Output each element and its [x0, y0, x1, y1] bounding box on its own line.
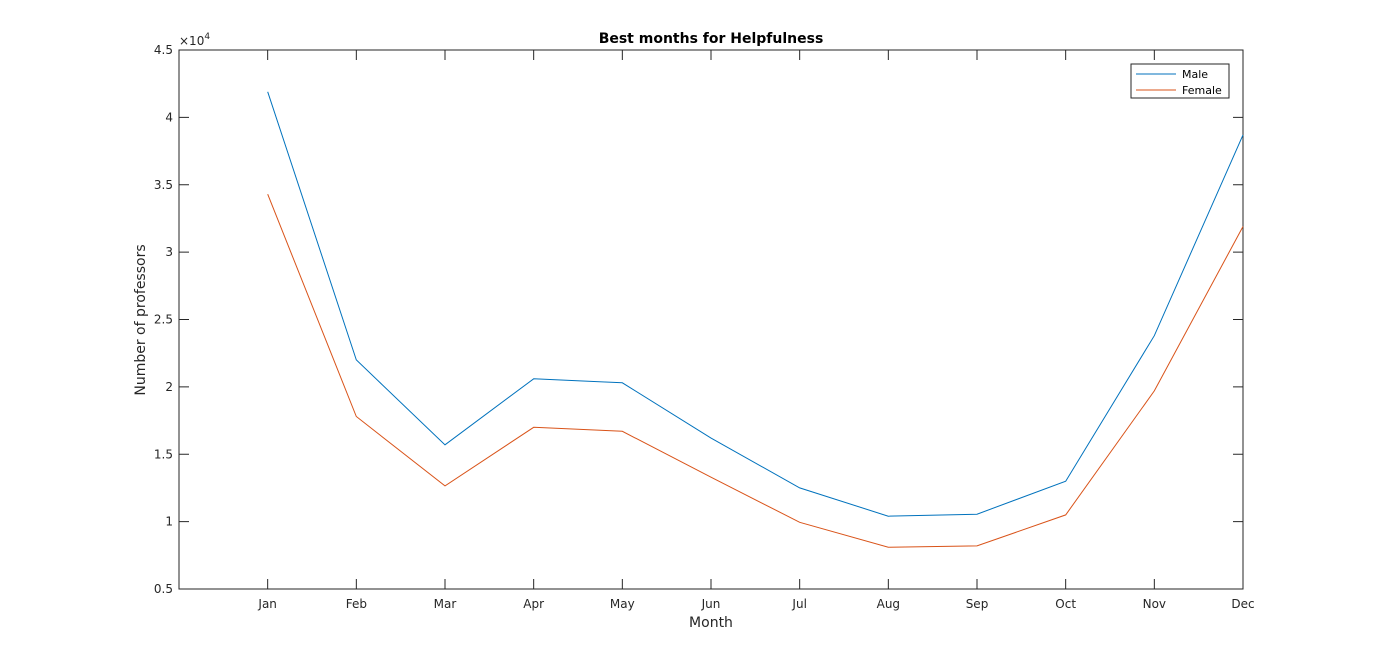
series-line-female [267, 194, 1244, 548]
x-axis-title: Month [689, 615, 733, 631]
y-exponent-power: 4 [204, 32, 210, 42]
y-exponent-base: ×10 [179, 34, 204, 48]
y-exponent-label: ×104 [179, 32, 210, 48]
x-axis: Jan Feb Mar Apr May Jun Jul Aug Sep Oct Nov Dec [257, 50, 1255, 611]
y-tick-label: 3 [165, 245, 173, 259]
legend-label-female: Female [1182, 84, 1222, 97]
y-tick-label: 0.5 [154, 582, 173, 596]
plot-area [178, 49, 1244, 590]
y-axis-title: Number of professors [133, 244, 149, 395]
y-tick-label: 2 [165, 380, 173, 394]
legend: Male Female [1130, 63, 1230, 99]
legend-box [1130, 63, 1230, 99]
x-tick-label: Sep [966, 597, 989, 611]
legend-label-male: Male [1182, 68, 1208, 81]
x-tick-label: Apr [523, 597, 544, 611]
x-tick-label: Feb [346, 597, 367, 611]
x-tick-label: Mar [434, 597, 457, 611]
y-tick-label: 4 [165, 110, 173, 124]
x-tick-label: Dec [1231, 597, 1254, 611]
x-tick-label: May [610, 597, 635, 611]
y-tick-label: 2.5 [154, 313, 173, 327]
y-axis: 0.5 1 1.5 2 2.5 3 3.5 4 4.5 [154, 43, 1243, 596]
chart-title: Best months for Helpfulness [599, 31, 824, 47]
x-tick-label: Oct [1055, 597, 1076, 611]
y-tick-label: 3.5 [154, 178, 173, 192]
x-tick-label: Aug [877, 597, 900, 611]
x-tick-label: Jun [701, 597, 721, 611]
x-tick-label: Jan [257, 597, 277, 611]
y-tick-label: 1 [165, 515, 173, 529]
series-line-male [267, 91, 1244, 517]
x-tick-label: Jul [791, 597, 806, 611]
x-tick-label: Nov [1143, 597, 1166, 611]
y-tick-label: 1.5 [154, 447, 173, 461]
y-tick-label: 4.5 [154, 43, 173, 57]
series-lines [267, 91, 1244, 548]
